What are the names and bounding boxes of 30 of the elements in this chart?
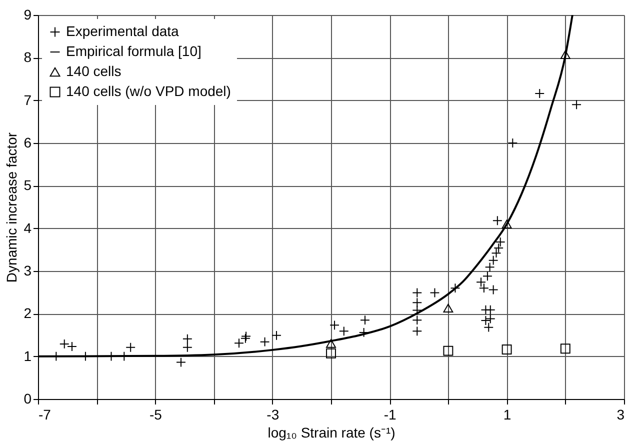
y-tick-label: 5 bbox=[24, 177, 32, 194]
x-tick-label: -7 bbox=[38, 406, 52, 422]
y-axis-title: Dynamic increase factor bbox=[4, 132, 20, 283]
point bbox=[326, 348, 336, 358]
x-axis-title: log₁₀ Strain rate (s⁻¹) bbox=[268, 424, 396, 440]
y-tick-label: 6 bbox=[24, 134, 32, 150]
x-tick-label: -1 bbox=[384, 406, 397, 422]
legend-label: Empirical formula [10] bbox=[66, 43, 202, 59]
y-tick-label: 8 bbox=[24, 49, 32, 66]
x-tick-label: -5 bbox=[149, 406, 162, 422]
point bbox=[560, 50, 570, 60]
legend-label: 140 cells bbox=[66, 63, 122, 79]
x-tick-label: 3 bbox=[616, 406, 625, 422]
point bbox=[502, 344, 512, 354]
y-tick-label: 4 bbox=[24, 220, 32, 236]
point bbox=[443, 304, 454, 312]
y-tick-label: 3 bbox=[24, 262, 32, 278]
point bbox=[443, 346, 454, 356]
y-tick-label: 1 bbox=[24, 348, 32, 364]
y-tick-label: 2 bbox=[24, 305, 32, 322]
x-tick-label: 1 bbox=[503, 406, 512, 422]
x-tick-label: -3 bbox=[266, 406, 280, 422]
point bbox=[326, 339, 336, 348]
y-tick-label: 7 bbox=[24, 92, 32, 108]
y-tick-label: 9 bbox=[24, 6, 32, 22]
legend-label: 140 cells (w/o VPD model) bbox=[66, 83, 231, 99]
point bbox=[502, 220, 512, 228]
legend-label: Experimental data bbox=[66, 23, 180, 39]
point bbox=[560, 344, 570, 354]
y-tick-label: 0 bbox=[24, 390, 32, 406]
